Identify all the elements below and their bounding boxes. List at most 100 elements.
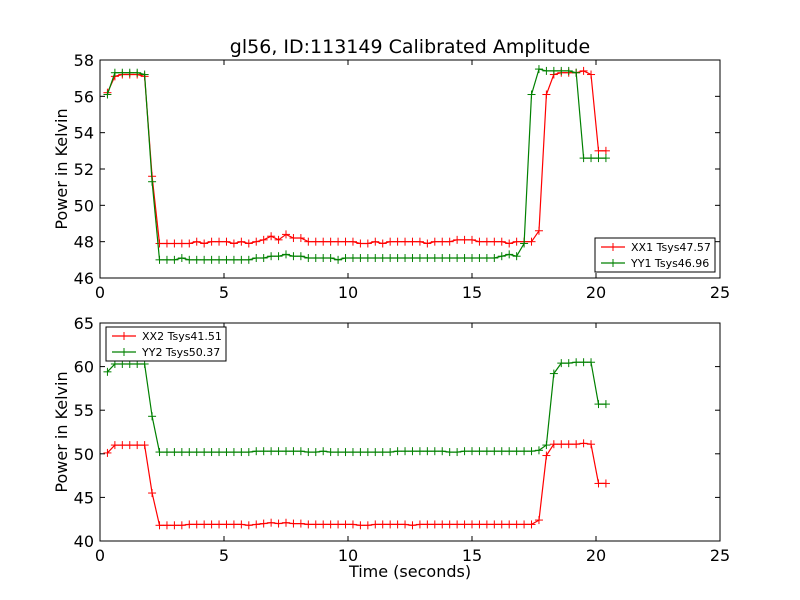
data-point: [482, 254, 491, 263]
data-point: [505, 239, 514, 248]
y-tick-label: 54: [74, 124, 94, 143]
data-point: [482, 520, 491, 529]
data-point: [296, 447, 305, 456]
data-point: [282, 250, 290, 259]
x-tick-label: 0: [95, 546, 105, 565]
data-point: [282, 447, 290, 456]
data-point: [542, 90, 551, 99]
y-tick-label: 55: [74, 401, 94, 420]
legend: XX2 Tsys41.51 YY2 Tsys50.37: [105, 326, 227, 362]
data-point: [237, 520, 246, 529]
data-point: [282, 230, 290, 239]
data-point: [587, 440, 596, 449]
data-point: [192, 255, 201, 264]
x-tick-label: 25: [710, 546, 730, 565]
data-point: [393, 254, 402, 263]
data-point: [512, 520, 521, 529]
data-point: [408, 447, 417, 456]
data-point: [200, 239, 209, 248]
data-point: [215, 448, 224, 457]
data-point: [326, 448, 335, 457]
data-point: [259, 235, 268, 244]
y-axis-label: Power in Kelvin: [52, 108, 71, 229]
data-point: [542, 441, 551, 450]
x-tick-label: 10: [338, 546, 358, 565]
data-point: [229, 448, 238, 457]
data-point: [594, 154, 603, 163]
data-point: [594, 146, 603, 155]
data-point: [393, 520, 402, 529]
data-point: [170, 255, 179, 264]
data-point: [319, 447, 328, 456]
data-point: [468, 447, 476, 456]
data-point: [133, 68, 142, 77]
data-point: [363, 521, 372, 530]
data-point: [587, 358, 596, 367]
data-point: [445, 237, 454, 246]
x-tick-label: 20: [586, 546, 606, 565]
data-point: [587, 70, 596, 79]
data-point: [549, 440, 558, 449]
data-point: [170, 521, 179, 530]
data-point: [453, 448, 462, 457]
data-point: [326, 520, 335, 529]
data-point: [274, 447, 283, 456]
data-point: [229, 520, 238, 529]
data-point: [348, 448, 357, 457]
data-point: [192, 520, 201, 529]
data-point: [192, 448, 201, 457]
data-point: [296, 252, 305, 261]
data-point: [110, 441, 119, 450]
data-point: [200, 448, 209, 457]
data-point: [229, 255, 238, 264]
data-point: [348, 254, 357, 263]
data-point: [408, 521, 417, 530]
data-point: [594, 479, 603, 488]
x-tick-label: 15: [462, 546, 482, 565]
data-point: [423, 254, 432, 263]
data-point: [185, 255, 194, 264]
data-point: [430, 254, 439, 263]
data-point: [549, 369, 558, 378]
data-point: [363, 239, 372, 248]
data-point: [155, 239, 164, 248]
data-point: [497, 237, 506, 246]
data-point: [401, 254, 410, 263]
data-point: [296, 234, 305, 243]
legend-label: YY1 Tsys46.96: [630, 257, 709, 270]
data-point: [289, 234, 298, 243]
y-tick-label: 45: [74, 488, 94, 507]
data-point: [177, 448, 186, 457]
data-point: [482, 237, 491, 246]
data-point: [237, 255, 246, 264]
data-point: [512, 237, 521, 246]
y-tick-label: 50: [74, 445, 94, 464]
data-point: [378, 448, 387, 457]
data-point: [408, 237, 417, 246]
data-point: [348, 520, 357, 529]
data-point: [579, 154, 588, 163]
data-point: [557, 440, 566, 449]
data-point: [311, 254, 320, 263]
data-point: [438, 520, 447, 529]
data-point: [415, 520, 424, 529]
data-point: [527, 90, 536, 99]
data-point: [162, 448, 171, 457]
y-tick-label: 58: [74, 51, 94, 70]
data-point: [326, 254, 335, 263]
x-tick-label: 25: [710, 283, 730, 302]
data-point: [497, 520, 506, 529]
data-point: [185, 520, 194, 529]
data-point: [274, 519, 283, 528]
data-point: [468, 254, 476, 263]
data-point: [334, 255, 343, 264]
data-point: [587, 154, 596, 163]
data-point: [170, 239, 179, 248]
data-point: [133, 441, 142, 450]
data-point: [579, 66, 588, 75]
data-point: [386, 237, 395, 246]
data-point: [140, 441, 149, 450]
data-point: [103, 448, 112, 457]
plot-panel-top: 0 5 10 15 20 25 46 48 50 52 54 56 58 Power in Kelvin X…: [52, 51, 730, 302]
data-point: [601, 154, 610, 163]
